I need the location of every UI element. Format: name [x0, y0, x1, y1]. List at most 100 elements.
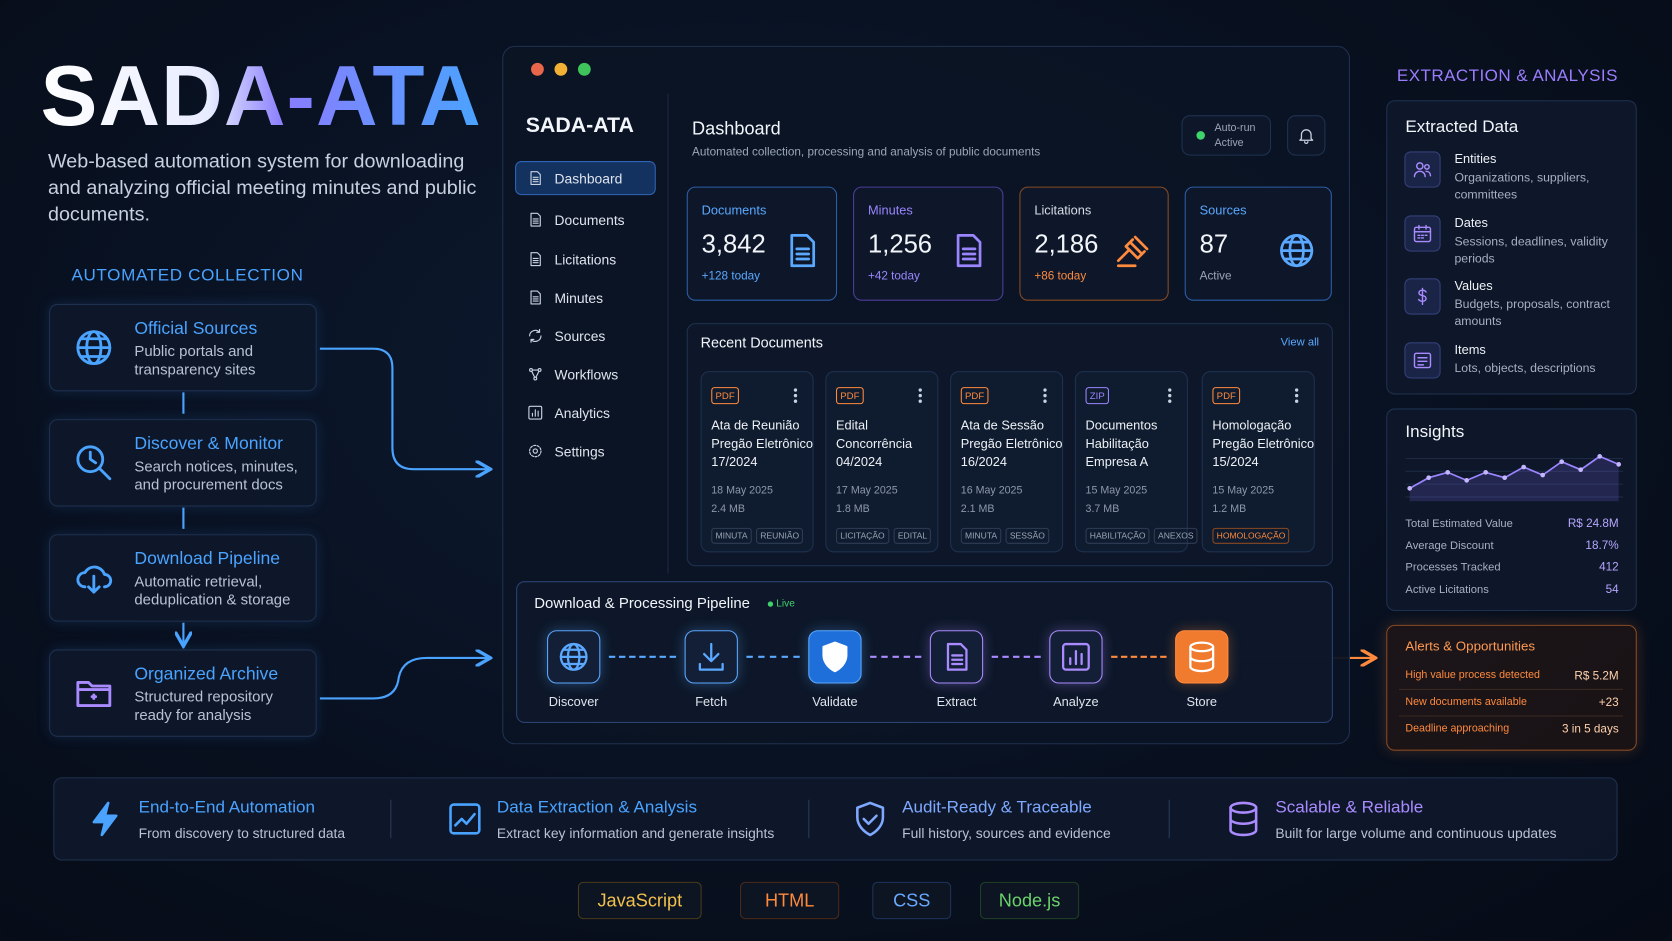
doc-name: Pregão Eletrônico [711, 436, 813, 452]
nav-item: Dashboard [554, 170, 623, 187]
alert-label: High value process detected [1405, 669, 1540, 682]
pipeline-label: Analyze [1053, 694, 1099, 710]
decor [532, 218, 539, 224]
window-dot [577, 62, 591, 76]
view-all-link[interactable]: View all [1280, 335, 1320, 349]
page-subtitle: Automated collection, processing and ana… [692, 146, 1041, 159]
decor [795, 247, 810, 261]
decor [1189, 645, 1215, 673]
decor [1294, 393, 1299, 398]
icon [698, 642, 724, 671]
feature-title: Data Extraction & Analysis [496, 798, 697, 817]
decor [918, 393, 922, 398]
icon [530, 212, 541, 227]
decor [793, 393, 798, 398]
trend-point [1540, 472, 1546, 478]
nav-item: Minutes [554, 290, 604, 307]
decor [856, 801, 885, 837]
icon [1043, 388, 1047, 403]
feature-text: Extract key information and generate ins… [496, 825, 775, 842]
alert-value: R$ 5.2M [1574, 669, 1619, 683]
doc-date: 18 May 2025 [711, 485, 773, 497]
decor [76, 445, 105, 474]
decor [559, 648, 588, 666]
decor [1415, 162, 1424, 170]
metric-label: Total Estimated Value [1405, 517, 1513, 530]
step-title: Download Pipeline [134, 549, 281, 569]
doc-size: 2.4 MB [711, 503, 746, 516]
decor [1417, 356, 1428, 366]
stat-card [686, 186, 838, 301]
stat-card [853, 186, 1004, 301]
metric-value: 54 [1605, 583, 1619, 597]
decor [530, 252, 541, 267]
doc-type: PDF [1212, 387, 1241, 405]
decor [956, 234, 982, 268]
live-badge: Live [776, 598, 795, 610]
icon [1417, 287, 1427, 306]
decor [529, 328, 542, 343]
nav-item: Sources [554, 328, 606, 345]
decor [531, 369, 540, 378]
icon [1189, 641, 1215, 673]
doc-name: 04/2024 [836, 454, 883, 470]
decor [698, 642, 724, 671]
icon [1299, 129, 1314, 144]
decor [319, 658, 488, 700]
doc-size: 1.8 MB [836, 503, 870, 516]
doc-name: 15/2024 [1212, 454, 1259, 470]
doc-size: 3.7 MB [1085, 503, 1120, 516]
decor [790, 234, 816, 268]
doc-name: Empresa A [1085, 454, 1149, 470]
item-text: Sessions, deadlines, validity periods [1454, 235, 1608, 265]
icon [790, 234, 816, 268]
pipeline-label: Discover [548, 694, 599, 710]
decor [1043, 399, 1047, 403]
decor [1413, 170, 1426, 178]
doc-date: 16 May 2025 [960, 485, 1023, 497]
panel-title: Recent Documents [700, 334, 824, 351]
pipeline-connector [746, 655, 800, 658]
alert-label: Deadline approaching [1405, 722, 1510, 735]
step-card [49, 649, 317, 737]
decor [793, 399, 798, 403]
feature-title: End-to-End Automation [138, 798, 316, 817]
feature-divider [390, 799, 392, 839]
decor [531, 409, 539, 417]
pipeline-connector [1111, 655, 1167, 658]
decor [1294, 399, 1299, 403]
doc-date: 15 May 2025 [1212, 485, 1275, 497]
icon [92, 801, 118, 837]
decor [1413, 224, 1432, 239]
alert-divider [1399, 688, 1623, 690]
decor [862, 814, 878, 826]
pipeline-node [1049, 630, 1103, 684]
doc-tag: HOMOLOGAÇÃO [1212, 527, 1290, 544]
stat-value: 2,186 [1034, 230, 1099, 260]
panel-title: Insights [1405, 423, 1465, 442]
decor [1423, 163, 1430, 170]
icon [1168, 388, 1172, 403]
decor [529, 444, 542, 458]
step-text: Structured repository ready for analysis [134, 687, 273, 723]
icon [529, 444, 542, 458]
status-text: Active [1214, 137, 1244, 150]
metric-value: 412 [1599, 561, 1619, 575]
icon [76, 681, 112, 707]
doc-size: 2.1 MB [960, 503, 995, 516]
doc-date: 17 May 2025 [836, 485, 898, 497]
decor [532, 296, 539, 302]
decor [532, 257, 539, 264]
doc-tag: SESSÃO [1005, 527, 1050, 544]
doc-name: 16/2024 [960, 454, 1008, 470]
item-text: Budgets, proposals, contract amounts [1454, 298, 1610, 329]
decor [76, 565, 113, 589]
window-dot [531, 62, 544, 76]
icon [793, 388, 798, 403]
doc-type: PDF [836, 387, 864, 405]
trend-point [1502, 475, 1508, 481]
nav-item: Licitations [554, 251, 617, 268]
decor [1168, 393, 1172, 398]
decor [319, 347, 488, 469]
